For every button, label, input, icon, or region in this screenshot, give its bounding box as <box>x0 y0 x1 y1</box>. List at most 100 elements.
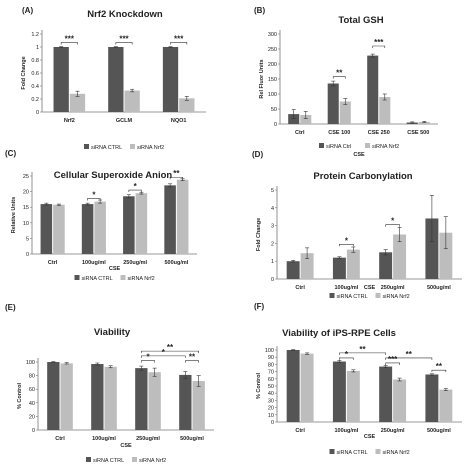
legend-label: siRNA CTRL <box>91 145 122 151</box>
x-tick-label: CSE 100 <box>328 130 350 136</box>
x-tick-label: Ctrl <box>48 260 58 266</box>
y-tick-label: 10 <box>268 413 274 419</box>
bar-nrf2 <box>418 121 430 124</box>
y-tick-label: 150 <box>268 77 277 83</box>
significance-bracket <box>169 176 183 180</box>
bar-ctrl <box>379 366 393 422</box>
bar-nrf2 <box>339 101 351 124</box>
bar-nrf2 <box>346 370 360 422</box>
x-tick-label: 250ug/ml <box>136 436 160 442</box>
legend-label: siRNA Nrf2 <box>139 458 166 464</box>
legend-swatch <box>375 449 381 454</box>
significance-marker: *** <box>174 34 184 43</box>
bar-nrf2 <box>300 353 314 422</box>
y-tick-label: 0.6 <box>31 71 39 77</box>
y-tick-label: 60 <box>268 377 274 383</box>
x-tick-label: 250ug/ml <box>381 428 405 434</box>
panel-label: (E) <box>5 303 16 312</box>
x-tick-label: 500ug/ml <box>427 285 451 291</box>
bar-nrf2 <box>94 201 106 254</box>
legend-swatch <box>74 275 80 280</box>
bar-ctrl <box>379 252 393 279</box>
y-tick-label: 200 <box>268 62 277 68</box>
x-tick-label: Nrf2 <box>64 118 75 124</box>
bar-ctrl <box>288 114 300 124</box>
x-tick-label: 100ug/ml <box>334 428 358 434</box>
chart-title: Viability <box>94 327 131 338</box>
significance-marker: ** <box>336 69 343 78</box>
significance-bracket <box>87 198 101 201</box>
chart-title: Viability of iPS-RPE Cells <box>282 328 396 339</box>
bar-nrf2 <box>439 232 453 279</box>
y-tick-label: 70 <box>268 370 274 376</box>
significance-marker: ** <box>436 362 443 371</box>
x-tick-label: Ctrl <box>295 130 305 136</box>
significance-marker: * <box>162 348 166 357</box>
legend-label: siRNA Nrf2 <box>137 145 164 151</box>
significance-marker: *** <box>65 34 75 43</box>
y-tick-label: 5 <box>26 236 29 242</box>
chart-panel-5: (E) Viability 0 20 40 60 80 100 % Control Ctrl 100… <box>5 303 214 464</box>
bar-ctrl <box>425 218 439 279</box>
bar-ctrl <box>123 196 135 254</box>
chart-panel-1: (A) Nrf2 Knockdown 0 0.2 0.4 0.6 0.8 1 1.2 Fold C… <box>21 6 206 151</box>
significance-bracket <box>385 224 400 227</box>
x-tick-label: CSE 250 <box>368 130 390 136</box>
x-axis-label: CSE <box>353 152 365 158</box>
significance-marker: *** <box>374 38 384 47</box>
y-tick-label: 0 <box>32 428 35 434</box>
bar-nrf2 <box>439 389 453 422</box>
bar-nrf2 <box>176 179 189 254</box>
significance-marker: * <box>146 353 150 362</box>
legend-swatch <box>86 457 91 462</box>
chart-title: Total GSH <box>338 15 383 26</box>
bar-nrf2 <box>135 193 148 254</box>
y-tick-label: 3 <box>271 224 274 230</box>
bar-ctrl <box>286 350 300 422</box>
y-tick-label: 1.2 <box>31 32 39 38</box>
significance-bracket <box>339 352 386 355</box>
x-tick-label: 250ug/ml <box>123 260 147 266</box>
bar-ctrl <box>332 361 346 422</box>
bar-nrf2 <box>148 372 161 430</box>
bar-ctrl <box>81 204 94 254</box>
y-axis-label: % Control <box>17 383 23 409</box>
y-tick-label: 40 <box>29 401 35 407</box>
y-tick-label: 15 <box>23 205 29 211</box>
legend-label: siRNA Nrf2 <box>128 276 155 282</box>
bar-nrf2 <box>179 98 195 112</box>
bar-nrf2 <box>393 379 407 422</box>
legend-swatch <box>120 275 126 280</box>
significance-bracket <box>60 42 78 45</box>
y-tick-label: 0 <box>271 420 274 426</box>
y-axis-label: Relative Units <box>11 197 17 233</box>
bar-nrf2 <box>300 253 314 279</box>
bar-nrf2 <box>53 204 65 254</box>
y-tick-label: 20 <box>23 190 29 196</box>
x-axis-label: CSE <box>109 266 121 272</box>
bar-nrf2 <box>192 381 205 430</box>
panel-label: (F) <box>254 302 265 311</box>
bar-ctrl <box>135 368 148 430</box>
significance-bracket <box>332 76 346 79</box>
bar-ctrl <box>327 83 339 124</box>
significance-bracket <box>128 189 142 193</box>
legend-swatch <box>329 449 335 454</box>
significance-marker: ** <box>359 345 366 354</box>
legend-label: siRNA Nrf2 <box>372 144 399 150</box>
x-tick-label: 100ug/ml <box>334 285 358 291</box>
y-tick-label: 4 <box>271 206 274 212</box>
legend-swatch <box>130 144 135 149</box>
y-tick-label: 0 <box>26 252 29 258</box>
significance-marker: ** <box>189 353 196 362</box>
x-tick-label: Ctrl <box>55 436 65 442</box>
significance-bracket <box>141 355 186 358</box>
y-axis-label: Fold Change <box>21 56 27 89</box>
bar-ctrl <box>332 257 346 279</box>
significance-bracket <box>185 360 199 363</box>
y-tick-label: 100 <box>268 92 277 98</box>
bar-ctrl <box>91 364 104 430</box>
bar-ctrl <box>425 374 439 422</box>
significance-marker: * <box>391 217 395 226</box>
chart-panel-3: (C) Cellular Superoxide Anion 0 5 10 15 20 25 Re… <box>5 149 197 282</box>
